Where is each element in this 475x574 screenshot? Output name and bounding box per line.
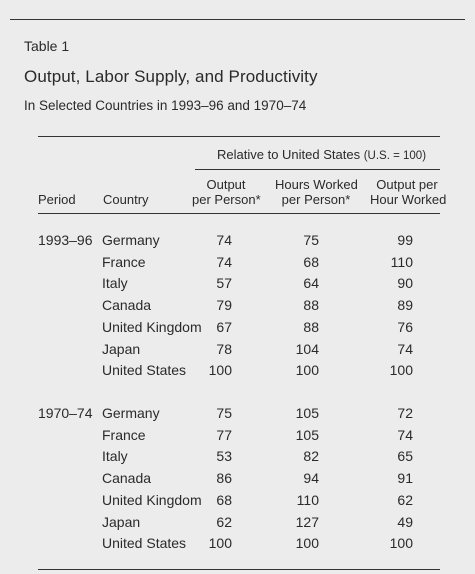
- table-top-rule: [38, 136, 440, 137]
- hours-cell: 105: [295, 405, 319, 421]
- group-header-label: Relative to United States: [217, 147, 361, 162]
- productivity-cell: 72: [397, 405, 413, 421]
- output-cell: 78: [216, 340, 232, 357]
- country-cell: Germany: [102, 232, 160, 248]
- hours-cell: 88: [303, 297, 319, 314]
- hours-cell: 100: [295, 362, 319, 379]
- country-cell: Japan: [102, 340, 141, 357]
- output-cell: 75: [216, 405, 232, 421]
- country-cell: Italy: [102, 275, 128, 292]
- country-cell: United Kingdom: [102, 491, 202, 508]
- output-cell: 77: [216, 426, 232, 443]
- productivity-cell: 90: [397, 275, 413, 292]
- country-cell: Canada: [102, 470, 152, 487]
- output-cell: 74: [216, 232, 232, 248]
- productivity-cell: 110: [390, 253, 413, 270]
- hours-cell: 88: [303, 318, 319, 335]
- hours-cell: 105: [295, 426, 319, 443]
- hours-cell: 68: [303, 253, 319, 270]
- group-header: Relative to United States (U.S. = 100): [217, 147, 426, 164]
- output-cell: 68: [216, 491, 232, 508]
- table-subtitle: In Selected Countries in 1993–96 and 197…: [24, 98, 307, 113]
- header-bottom-rule: [38, 213, 440, 214]
- table-bottom-rule: [38, 569, 440, 570]
- productivity-cell: 100: [389, 535, 413, 552]
- period-label: 1993–96: [38, 232, 93, 248]
- productivity-cell: 99: [397, 232, 413, 248]
- output-cell: 86: [216, 470, 232, 487]
- table-label: Table 1: [24, 38, 70, 54]
- col-header-hours: Hours Worked per Person*: [275, 177, 358, 207]
- hours-cell: 110: [296, 491, 319, 508]
- country-cell: United States: [102, 535, 187, 552]
- col-header-period: Period: [38, 192, 76, 207]
- country-cell: United Kingdom: [102, 318, 202, 335]
- country-cell: France: [102, 253, 146, 270]
- hours-cell: 127: [295, 513, 319, 530]
- table-title: Output, Labor Supply, and Productivity: [24, 67, 318, 86]
- country-cell: Canada: [102, 297, 152, 314]
- output-cell: 53: [216, 448, 232, 465]
- country-cell: Japan: [102, 513, 141, 530]
- productivity-cell: 89: [397, 297, 413, 314]
- hours-cell: 82: [303, 448, 319, 465]
- country-cell: France: [102, 426, 146, 443]
- top-rule: [10, 19, 465, 20]
- output-cell: 74: [216, 253, 232, 270]
- hours-cell: 100: [295, 535, 319, 552]
- hours-cell: 75: [303, 232, 319, 248]
- col-header-output: Output per Person*: [192, 177, 261, 207]
- output-cell: 100: [208, 535, 232, 552]
- col-header-productivity: Output per Hour Worked: [370, 177, 447, 207]
- productivity-cell: 91: [397, 470, 413, 487]
- group-header-rule: [195, 169, 440, 170]
- productivity-cell: 100: [389, 362, 413, 379]
- group-header-note: (U.S. = 100): [363, 150, 427, 162]
- productivity-cell: 76: [397, 318, 413, 335]
- output-cell: 79: [216, 297, 232, 314]
- productivity-cell: 49: [397, 513, 413, 530]
- col-header-country: Country: [103, 192, 149, 207]
- period-label: 1970–74: [38, 405, 93, 421]
- productivity-cell: 62: [397, 491, 413, 508]
- productivity-cell: 74: [397, 340, 413, 357]
- productivity-cell: 65: [397, 448, 413, 465]
- country-cell: Germany: [102, 405, 160, 421]
- output-cell: 100: [208, 362, 232, 379]
- country-cell: Italy: [102, 448, 128, 465]
- hours-cell: 64: [303, 275, 319, 292]
- hours-cell: 104: [295, 340, 319, 357]
- output-cell: 62: [216, 513, 232, 530]
- productivity-cell: 74: [397, 426, 413, 443]
- country-cell: United States: [102, 362, 187, 379]
- hours-cell: 94: [303, 470, 319, 487]
- output-cell: 67: [216, 318, 232, 335]
- output-cell: 57: [216, 275, 232, 292]
